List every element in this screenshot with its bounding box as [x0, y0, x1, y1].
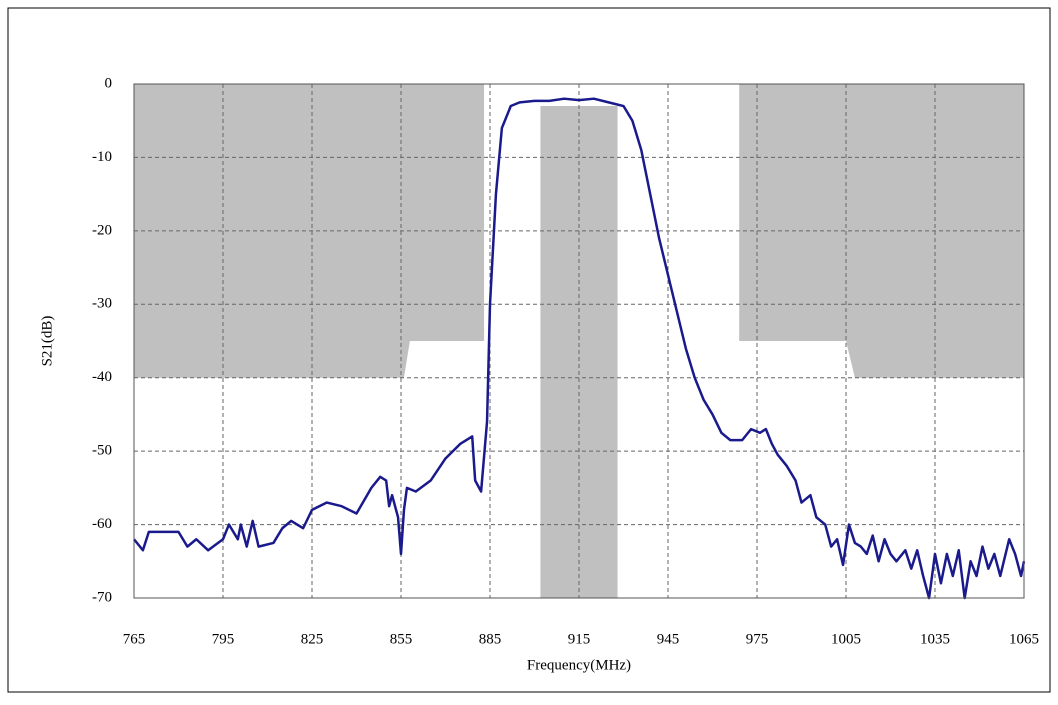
x-tick-label: 765	[123, 631, 146, 647]
x-tick-label: 1005	[831, 631, 861, 647]
x-tick-label: 1035	[920, 631, 950, 647]
chart-frame	[7, 7, 1051, 693]
y-tick-label: -20	[92, 222, 112, 238]
x-axis-label: Frequency(MHz)	[527, 657, 631, 673]
y-tick-label: -50	[92, 443, 112, 459]
x-tick-label: 945	[657, 631, 680, 647]
y-axis-label: S21(dB)	[39, 316, 55, 367]
x-tick-label: 975	[746, 631, 769, 647]
series-line	[133, 97, 1026, 600]
x-tick-label: 855	[390, 631, 413, 647]
mask-region	[739, 84, 1024, 378]
y-tick-label: -40	[92, 369, 112, 385]
x-tick-label: 915	[568, 631, 591, 647]
y-tick-label: -60	[92, 516, 112, 532]
x-tick-label: 1065	[1009, 631, 1039, 647]
x-tick-label: 885	[479, 631, 502, 647]
y-tick-label: -10	[92, 149, 112, 165]
y-tick-label: -30	[92, 296, 112, 312]
y-tick-label: -70	[92, 589, 112, 605]
plot-frame	[133, 83, 1025, 599]
x-tick-label: 795	[212, 631, 235, 647]
y-tick-label: 0	[105, 75, 113, 91]
x-tick-label: 825	[301, 631, 324, 647]
